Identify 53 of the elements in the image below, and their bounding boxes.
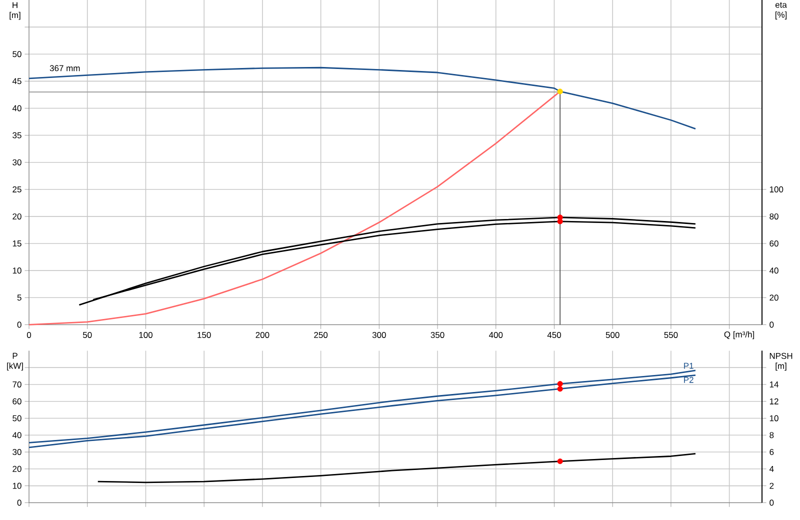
y-tick-label: 35 xyxy=(12,132,22,138)
series-label: P2 xyxy=(684,376,694,383)
x-axis-title: Q [m³/h] xyxy=(724,331,754,340)
y-tick-label: 10 xyxy=(12,268,22,274)
y-tick-label: 30 xyxy=(12,159,22,166)
y-tick-label: 50 xyxy=(12,415,22,422)
x-tick-label: 550 xyxy=(664,332,678,338)
y-axis-title: P [kW] xyxy=(7,352,23,371)
y2-axis-title: eta [%] xyxy=(775,2,787,20)
x-tick-label: 450 xyxy=(547,332,561,338)
y-tick-label: 0 xyxy=(17,322,22,328)
y2-tick-label: 60 xyxy=(770,240,778,247)
series-label: P1 xyxy=(684,362,694,369)
y-tick-label: 15 xyxy=(12,240,22,246)
y2-tick-label: 20 xyxy=(770,294,778,301)
annotation: 367 mm xyxy=(50,65,80,72)
x-tick-label: 150 xyxy=(198,332,211,338)
y-tick-label: 20 xyxy=(12,213,22,220)
y2-tick-label: 80 xyxy=(770,213,778,220)
x-tick-label: 250 xyxy=(314,332,328,338)
y-tick-label: 5 xyxy=(17,294,22,301)
x-tick-label: 400 xyxy=(488,332,503,338)
y2-tick-label: 10 xyxy=(770,415,778,422)
y2-tick-label: 40 xyxy=(769,268,778,274)
y2-tick-label: 14 xyxy=(770,382,779,388)
y2-axis-title: NPSH [m] xyxy=(770,352,792,371)
y-tick-label: 70 xyxy=(12,381,22,388)
x-tick-label: 300 xyxy=(372,332,386,338)
y2-tick-label: 8 xyxy=(770,432,774,438)
x-tick-label: 0 xyxy=(26,332,32,338)
y2-tick-label: 0 xyxy=(770,322,774,328)
y-tick-label: 40 xyxy=(12,105,22,112)
x-tick-label: 500 xyxy=(606,332,620,338)
y2-tick-label: 100 xyxy=(770,186,784,192)
y-axis-title: H [m] xyxy=(10,2,20,20)
y2-tick-label: 6 xyxy=(770,449,774,456)
y2-tick-label: 12 xyxy=(770,398,778,404)
y-tick-label: 0 xyxy=(17,500,22,506)
y2-tick-label: 0 xyxy=(770,500,774,506)
x-tick-label: 350 xyxy=(430,332,444,338)
x-tick-label: 50 xyxy=(82,332,92,338)
y-tick-label: 25 xyxy=(12,186,22,192)
y-tick-label: 30 xyxy=(12,449,22,456)
y-tick-label: 45 xyxy=(12,78,22,84)
y-tick-label: 10 xyxy=(12,482,22,489)
y-tick-label: 60 xyxy=(12,398,22,404)
x-tick-label: 100 xyxy=(139,332,152,338)
y2-tick-label: 4 xyxy=(769,466,774,472)
y2-tick-label: 2 xyxy=(770,482,774,489)
y-tick-label: 50 xyxy=(12,51,22,58)
y-tick-label: 40 xyxy=(12,432,22,438)
y-tick-label: 20 xyxy=(12,466,22,472)
x-tick-label: 200 xyxy=(256,332,270,338)
